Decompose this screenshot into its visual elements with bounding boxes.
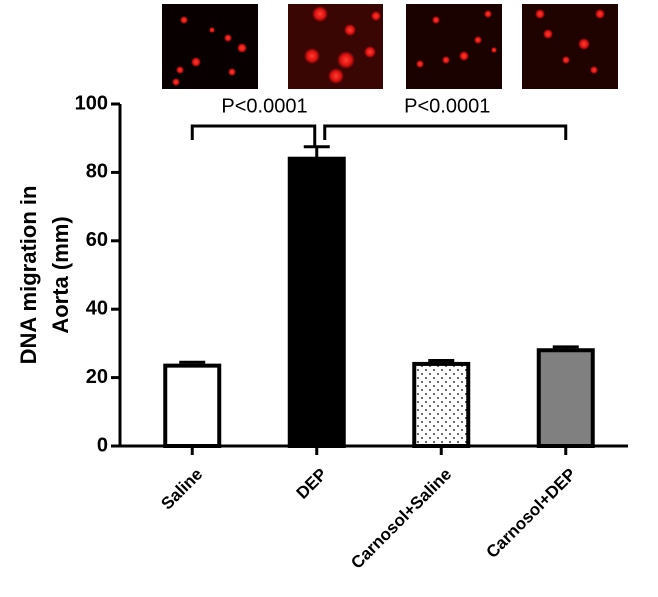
significance-bracket xyxy=(323,124,568,140)
x-tick-label: DEP xyxy=(293,465,331,503)
bar xyxy=(287,156,346,448)
y-tick-label: 0 xyxy=(97,434,108,456)
bar xyxy=(412,361,471,449)
annotation: P<0.0001 xyxy=(404,95,490,117)
x-tick-label: Saline xyxy=(157,465,206,514)
bar xyxy=(536,348,595,448)
x-tick-label: Carnosol+DEP xyxy=(482,465,579,562)
bar xyxy=(163,363,222,449)
y-tick-label: 20 xyxy=(86,366,108,388)
y-tick-label: 80 xyxy=(86,161,108,183)
y-axis-label: Aorta (mm) xyxy=(48,216,73,333)
x-tick-label: Carnosol+Saline xyxy=(347,465,455,573)
y-tick-label: 60 xyxy=(86,229,108,251)
y-tick-label: 40 xyxy=(86,297,108,319)
y-axis-label: DNA migration in xyxy=(16,186,41,365)
annotation: P<0.0001 xyxy=(221,95,307,117)
micrographs xyxy=(162,4,618,89)
y-tick-label: 100 xyxy=(75,92,108,114)
significance-bracket xyxy=(190,124,317,146)
